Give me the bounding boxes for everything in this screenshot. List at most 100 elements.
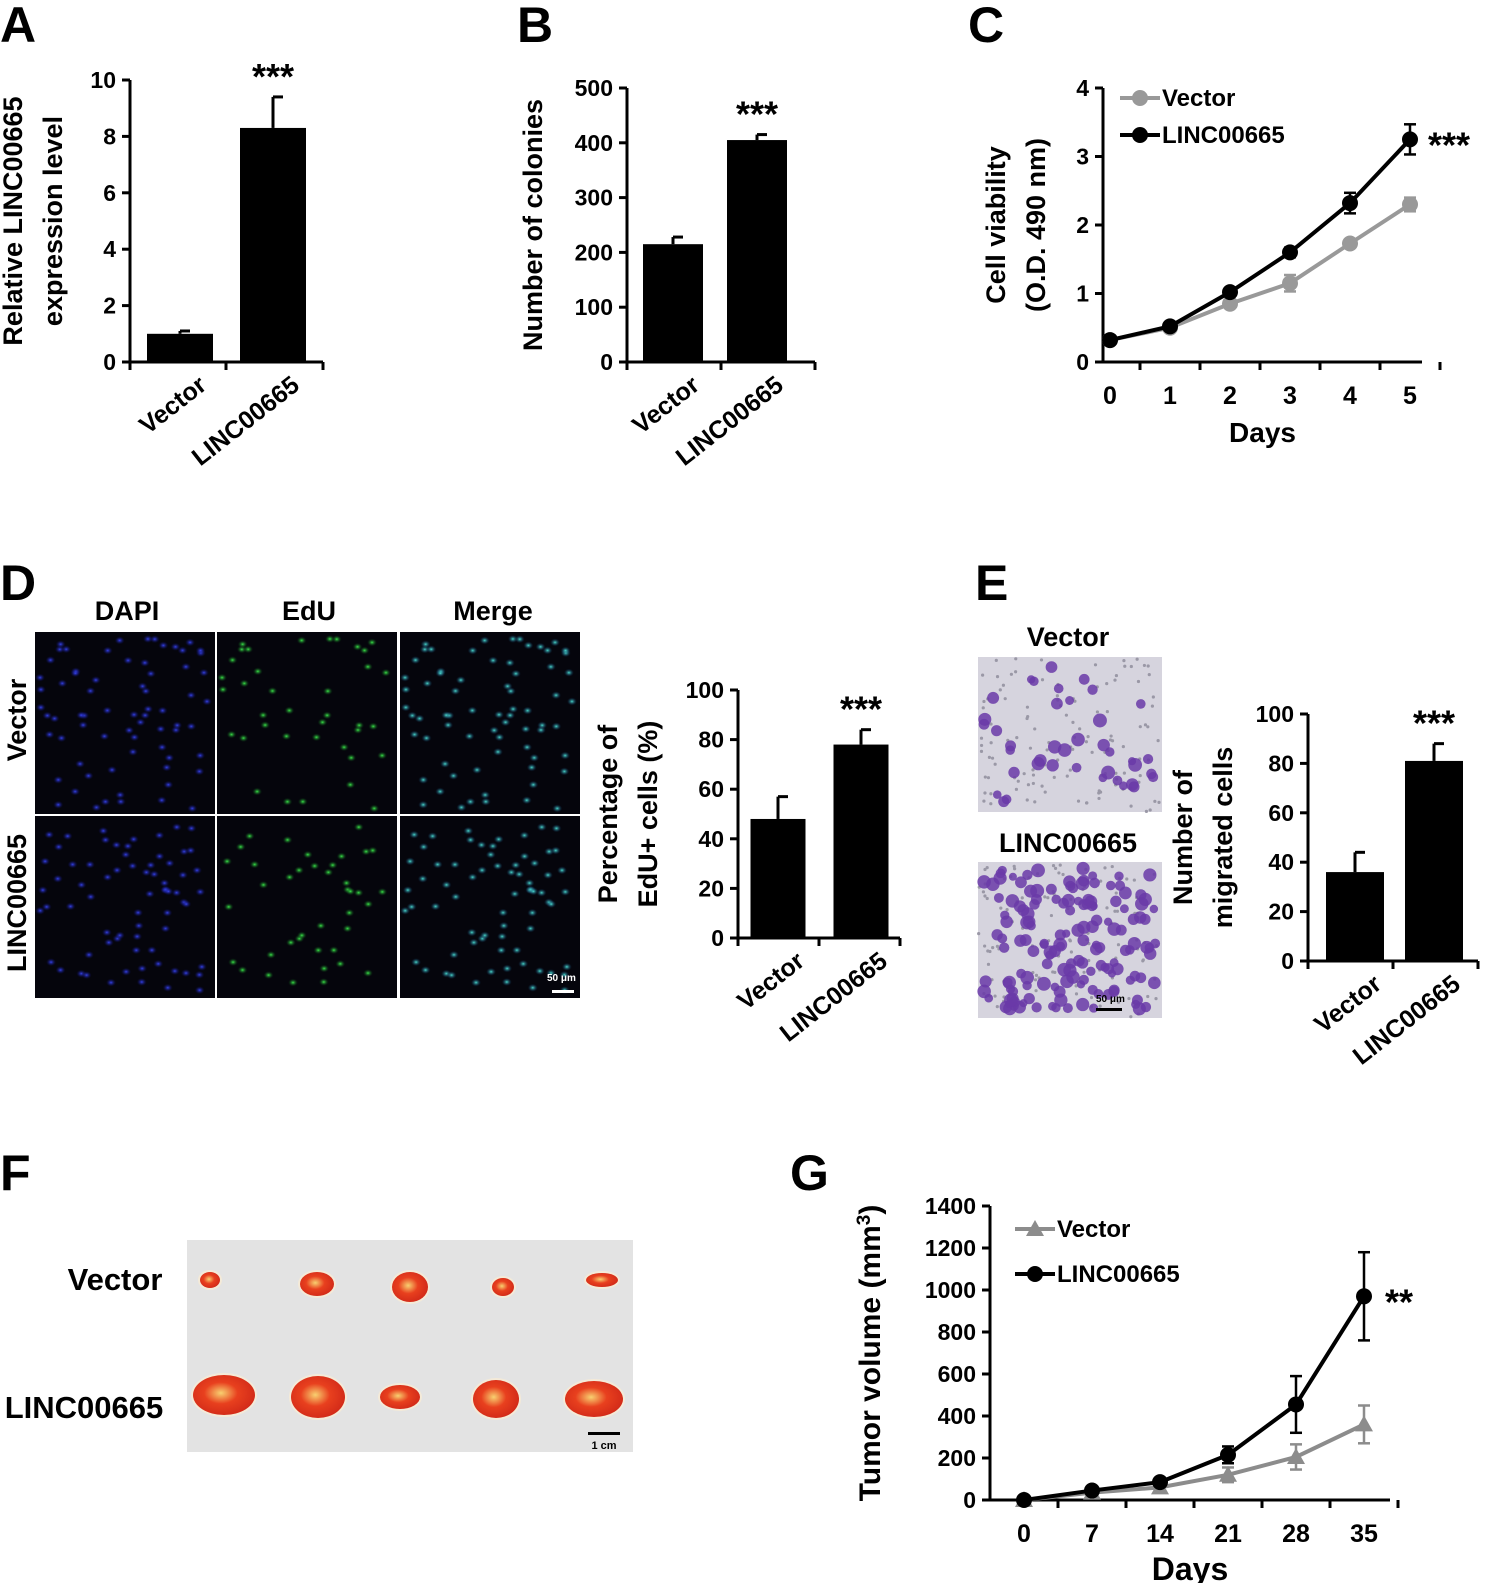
cell-nucleus: [527, 983, 538, 992]
y-tick-label: 200: [938, 1445, 976, 1471]
membrane-pore: [1084, 740, 1088, 744]
cell-nucleus: [497, 932, 508, 941]
cell-nucleus: [427, 832, 438, 841]
membrane-pore: [1108, 738, 1113, 742]
panel-letter-b: B: [517, 0, 553, 53]
migrated-cell: [1053, 683, 1064, 694]
x-axis-title: Days: [1152, 1551, 1229, 1583]
membrane-pore: [1097, 796, 1101, 801]
cell-nucleus: [335, 959, 346, 968]
cell-nucleus: [421, 734, 432, 743]
tumor: [492, 1278, 514, 1296]
membrane-pore: [1068, 938, 1072, 942]
cell-nucleus: [377, 751, 388, 760]
cell-nucleus: [157, 743, 168, 752]
x-axis-title: Days: [1229, 417, 1296, 448]
cell-nucleus: [450, 892, 461, 901]
y-tick-label: 20: [698, 875, 724, 901]
cell-nucleus: [500, 718, 511, 727]
row-label-linc00665: LINC00665: [2, 834, 32, 972]
membrane-pore: [1098, 790, 1103, 794]
cell-nucleus: [106, 978, 117, 987]
cell-nucleus: [362, 969, 373, 978]
membrane-pore: [989, 792, 993, 796]
bar-vector: [750, 818, 806, 938]
cell-nucleus: [311, 733, 322, 742]
membrane-pore: [981, 706, 985, 710]
cell-nucleus: [258, 880, 269, 889]
migrated-cell: [1076, 980, 1086, 989]
membrane-pore: [1058, 863, 1062, 867]
migrated-cell: [1013, 1000, 1026, 1014]
cell-nucleus: [196, 962, 207, 971]
cell-nucleus: [52, 874, 63, 883]
cell-nucleus: [336, 852, 347, 861]
x-tick-label: 7: [1085, 1520, 1099, 1548]
cell-nucleus: [44, 730, 55, 739]
migrated-cell: [1128, 757, 1142, 772]
cell-nucleus: [111, 840, 122, 849]
membrane-pore: [1003, 697, 1007, 701]
cell-nucleus: [227, 656, 238, 665]
legend-label: Vector: [1162, 85, 1235, 112]
cell-nucleus: [139, 658, 150, 667]
cell-nucleus: [363, 900, 374, 909]
cell-nucleus: [41, 902, 52, 911]
y-axis-title: EdU+ cells (%): [633, 721, 663, 908]
cell-nucleus: [322, 711, 333, 720]
migrated-cell: [1063, 875, 1076, 889]
membrane-pore: [1045, 748, 1049, 752]
migrated-cell: [997, 933, 1008, 944]
migrated-cell: [1073, 896, 1083, 906]
bar-linc00665: [833, 744, 889, 938]
cell-nucleus: [511, 946, 522, 955]
cell-nucleus: [185, 638, 196, 647]
y-tick-label: 400: [575, 130, 613, 156]
cell-nucleus: [367, 638, 378, 647]
membrane-pore: [1113, 909, 1117, 913]
migrated-cell: [1089, 1003, 1099, 1013]
membrane-pore: [989, 802, 993, 806]
migrated-cell: [1089, 877, 1100, 889]
panel-letter-e: E: [975, 555, 1008, 611]
scale-bar: [552, 990, 574, 993]
y-tick-label: 200: [575, 239, 613, 265]
cell-nucleus: [260, 721, 271, 730]
membrane-pore: [979, 749, 984, 753]
membrane-pore: [1071, 720, 1075, 724]
cell-nucleus: [177, 871, 188, 880]
cell-nucleus: [145, 861, 156, 870]
cell-nucleus: [122, 842, 133, 851]
cell-nucleus: [135, 718, 146, 727]
category-label: Vector: [134, 371, 212, 440]
cell-nucleus: [463, 826, 474, 835]
tumor: [392, 1272, 428, 1302]
data-point: [1282, 275, 1298, 292]
membrane-pore: [1068, 768, 1072, 772]
cell-nucleus: [545, 662, 556, 671]
cell-nucleus: [448, 950, 459, 959]
panel-f-tumors: Vector LINC00665 1 cm: [5, 1240, 633, 1452]
cell-nucleus: [223, 902, 234, 911]
cell-nucleus: [346, 753, 357, 762]
membrane-pore: [1151, 695, 1155, 699]
cell-nucleus: [288, 978, 299, 987]
cell-nucleus: [61, 645, 72, 654]
migrated-cell: [1105, 747, 1115, 757]
migrated-cell: [1127, 913, 1140, 925]
cell-nucleus: [377, 887, 388, 896]
cell-nucleus: [133, 908, 144, 917]
cell-nucleus: [467, 706, 478, 715]
scale-bar-label: 50 μm: [547, 973, 576, 984]
tumor: [300, 1272, 334, 1296]
chart-c: 0 1 2 3 4 0 1 2 3 4 5 Days Vector LINC00665 *** Cell vi…: [981, 75, 1470, 448]
data-point: [1282, 244, 1298, 261]
membrane-pore: [1040, 784, 1044, 788]
cell-nucleus: [418, 800, 429, 809]
cell-nucleus: [522, 706, 533, 715]
cell-nucleus: [76, 711, 87, 720]
data-point: [1355, 1415, 1373, 1432]
cell-nucleus: [559, 767, 570, 776]
cell-nucleus: [362, 662, 373, 671]
